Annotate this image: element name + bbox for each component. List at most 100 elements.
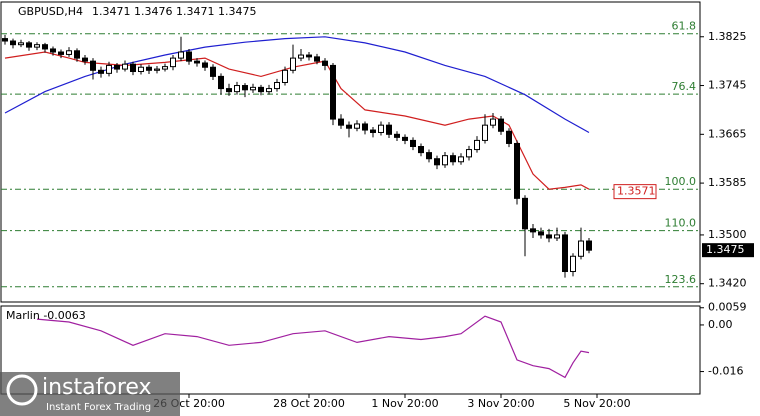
candle-body bbox=[234, 85, 240, 93]
candle-body bbox=[250, 86, 256, 91]
candle-body bbox=[50, 48, 56, 53]
candle-body bbox=[34, 44, 40, 48]
candle-body bbox=[58, 51, 64, 55]
watermark-brand: instaforex bbox=[42, 375, 152, 400]
candle-body bbox=[338, 118, 344, 126]
candle-body bbox=[514, 142, 520, 199]
watermark-tagline: Instant Forex Trading bbox=[46, 402, 151, 413]
candle-body bbox=[202, 62, 208, 68]
main-panel-frame bbox=[0, 1, 701, 303]
candle-body bbox=[402, 136, 408, 141]
candle-body bbox=[282, 69, 288, 83]
candle-body bbox=[298, 54, 304, 59]
candle-body bbox=[410, 139, 416, 148]
candle-body bbox=[322, 60, 328, 66]
candle-body bbox=[146, 66, 152, 71]
current-price-label: 1.3475 bbox=[706, 243, 745, 256]
candle-body bbox=[266, 88, 272, 93]
y-tick-label: 1.3825 bbox=[708, 30, 747, 43]
level-label: 76.4 bbox=[672, 80, 697, 93]
candle-body bbox=[330, 64, 336, 120]
candle-body bbox=[386, 124, 392, 135]
quote: 1.3471 1.3476 1.3471 1.3475 bbox=[92, 5, 256, 18]
candle-body bbox=[586, 240, 592, 251]
candle-body bbox=[218, 75, 224, 90]
candle-body bbox=[434, 158, 440, 166]
candle-body bbox=[66, 50, 72, 55]
moving-average bbox=[4, 36, 590, 134]
candle-body bbox=[98, 69, 104, 74]
candle-body bbox=[178, 51, 184, 59]
candle-body bbox=[90, 60, 96, 71]
candle-body bbox=[418, 146, 424, 154]
y-tick-label: 1.3745 bbox=[708, 79, 747, 92]
candle-body bbox=[442, 155, 448, 166]
y-tick-label: 1.3665 bbox=[708, 127, 747, 140]
candle-body bbox=[26, 42, 32, 48]
candle-body bbox=[10, 40, 16, 46]
y-tick-label: 1.3500 bbox=[708, 228, 747, 241]
candle-body bbox=[426, 152, 432, 160]
candle-body bbox=[482, 124, 488, 141]
candle-body bbox=[242, 85, 248, 91]
x-tick-label: 5 Nov 20:00 bbox=[563, 397, 630, 410]
x-tick-label: 1 Nov 20:00 bbox=[371, 397, 438, 410]
candle-body bbox=[362, 123, 368, 131]
x-tick-label: 3 Nov 20:00 bbox=[467, 397, 534, 410]
level-label: 123.6 bbox=[665, 273, 697, 286]
candle-body bbox=[474, 139, 480, 151]
header: GBPUSD,H4 1.3471 1.3476 1.3471 1.3475 Ma… bbox=[6, 5, 256, 322]
candle-body bbox=[498, 118, 504, 132]
candle-body bbox=[186, 51, 192, 62]
candle-body bbox=[82, 57, 88, 62]
candle-body bbox=[154, 68, 160, 71]
candle-body bbox=[274, 81, 280, 90]
moving-average bbox=[4, 51, 590, 190]
candle-body bbox=[162, 66, 168, 70]
candle-body bbox=[114, 64, 120, 70]
plot-layer: 1.3825 1.3745 1.3665 1.3585 1.3500 1.3420 61.8… bbox=[1, 20, 754, 410]
candle-body bbox=[466, 149, 472, 158]
candle-body bbox=[578, 240, 584, 257]
x-tick-label: 28 Oct 20:00 bbox=[273, 397, 345, 410]
marked-price-label: 1.3571 bbox=[617, 185, 656, 198]
candle-body bbox=[74, 50, 80, 59]
marked-price-box bbox=[613, 184, 657, 200]
candle-body bbox=[226, 88, 232, 93]
candle-body bbox=[194, 60, 200, 64]
candle-body bbox=[290, 57, 296, 71]
candle-body bbox=[306, 54, 312, 58]
candle-body bbox=[370, 129, 376, 133]
indicator-title: Marlin -0.0063 bbox=[6, 309, 86, 322]
candle-body bbox=[378, 124, 384, 133]
candle-body bbox=[18, 42, 24, 46]
current-price-box bbox=[702, 243, 754, 258]
candle-body bbox=[522, 197, 528, 230]
y-tick-label: 1.3585 bbox=[708, 176, 747, 189]
candle-body bbox=[138, 66, 144, 73]
symbol-title: GBPUSD,H4 bbox=[18, 5, 83, 18]
watermark: instaforex Instant Forex Trading bbox=[0, 372, 180, 416]
candle-body bbox=[546, 234, 552, 239]
candle-body bbox=[530, 228, 536, 233]
candle-body bbox=[458, 156, 464, 163]
indicator-line bbox=[36, 315, 590, 379]
candle-body bbox=[122, 63, 128, 70]
candle-body bbox=[506, 130, 512, 144]
indicator-y-tick-label: 0.00 bbox=[708, 318, 733, 331]
candle-body bbox=[554, 234, 560, 239]
candle-body bbox=[394, 133, 400, 138]
indicator-y-tick-label: -0.016 bbox=[708, 365, 743, 378]
candle-body bbox=[562, 234, 568, 273]
candle-body bbox=[210, 66, 216, 77]
watermark-logo bbox=[6, 374, 38, 406]
candle-body bbox=[42, 44, 48, 50]
candle-body bbox=[2, 38, 8, 42]
candle-body bbox=[130, 63, 136, 73]
y-tick-label: 1.3420 bbox=[708, 277, 747, 290]
candle-body bbox=[354, 123, 360, 129]
candle-body bbox=[314, 56, 320, 62]
